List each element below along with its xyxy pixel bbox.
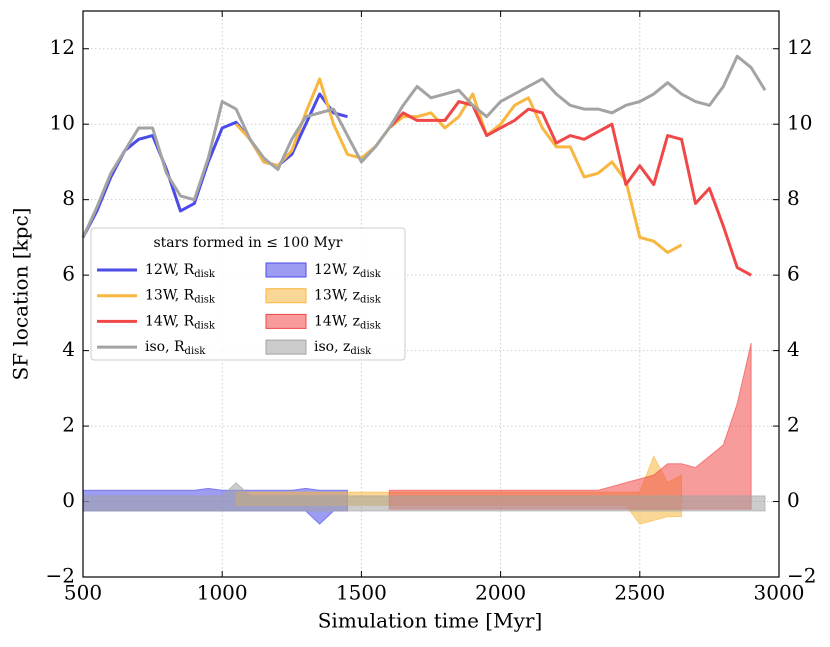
y2-tick-label: −2 [787, 564, 816, 588]
legend-label: 12W, Rdisk [145, 262, 216, 280]
y-tick-label: −2 [46, 564, 75, 588]
y2-tick-label: 4 [787, 337, 800, 361]
plot-frame [82, 10, 780, 578]
legend-name: 13W, R [145, 288, 195, 304]
band [82, 481, 766, 512]
x-tick-label: 1000 [197, 581, 248, 605]
legend-name: 14W, R [145, 313, 195, 329]
legend-box [90, 227, 406, 361]
legend-label: iso, zdisk [314, 339, 372, 357]
x-tick-label: 2500 [614, 581, 665, 605]
y2-tick-label: 12 [787, 35, 812, 59]
y-axis-label: SF location [kpc] [9, 208, 33, 381]
legend-subscript: disk [360, 294, 382, 305]
line [388, 100, 752, 277]
legend-subscript: disk [360, 320, 382, 331]
x-tick-label: 500 [64, 581, 102, 605]
legend-label: 12W, zdisk [314, 262, 382, 280]
legend-subscript: disk [185, 346, 207, 357]
legend-swatch [265, 339, 307, 355]
x-tick-label: 2000 [475, 581, 526, 605]
legend-label: iso, Rdisk [145, 339, 206, 357]
y-tick-label: 4 [62, 337, 75, 361]
legend-subscript: disk [360, 269, 382, 280]
legend-subscript: disk [350, 346, 372, 357]
y-tick-label: 12 [50, 35, 75, 59]
y-tick-label: 0 [62, 488, 75, 512]
legend-name: 13W, z [314, 288, 360, 304]
legend-label: 13W, Rdisk [145, 288, 216, 306]
line [235, 77, 683, 254]
legend-name: iso, R [145, 339, 185, 355]
y-tick-label: 2 [62, 413, 75, 437]
line [81, 54, 767, 239]
legend-swatch [265, 313, 307, 329]
y-tick-label: 10 [50, 111, 75, 135]
legend-subscript: disk [194, 320, 216, 331]
y-tick-label: 8 [62, 186, 75, 210]
legend-subscript: disk [194, 294, 216, 305]
legend-name: iso, z [314, 339, 350, 355]
legend-title: stars formed in ≤ 100 Myr [154, 235, 343, 251]
legend-swatch [265, 262, 307, 278]
y2-tick-label: 2 [787, 413, 800, 437]
y-tick-label: 6 [62, 262, 75, 286]
legend-name: 12W, R [145, 262, 195, 278]
legend-label: 14W, Rdisk [145, 313, 216, 331]
x-tick-label: 3000 [754, 581, 805, 605]
y2-tick-label: 8 [787, 186, 800, 210]
legend-name: 14W, z [314, 313, 360, 329]
legend-swatch [265, 288, 307, 304]
legend-label: 14W, zdisk [314, 313, 382, 331]
y2-tick-label: 0 [787, 488, 800, 512]
y2-tick-label: 10 [787, 111, 812, 135]
y2-tick-label: 6 [787, 262, 800, 286]
x-tick-label: 1500 [336, 581, 387, 605]
legend-name: 12W, z [314, 262, 360, 278]
x-axis-label: Simulation time [Myr] [318, 609, 543, 633]
legend-label: 13W, zdisk [314, 288, 382, 306]
legend-subscript: disk [194, 269, 216, 280]
